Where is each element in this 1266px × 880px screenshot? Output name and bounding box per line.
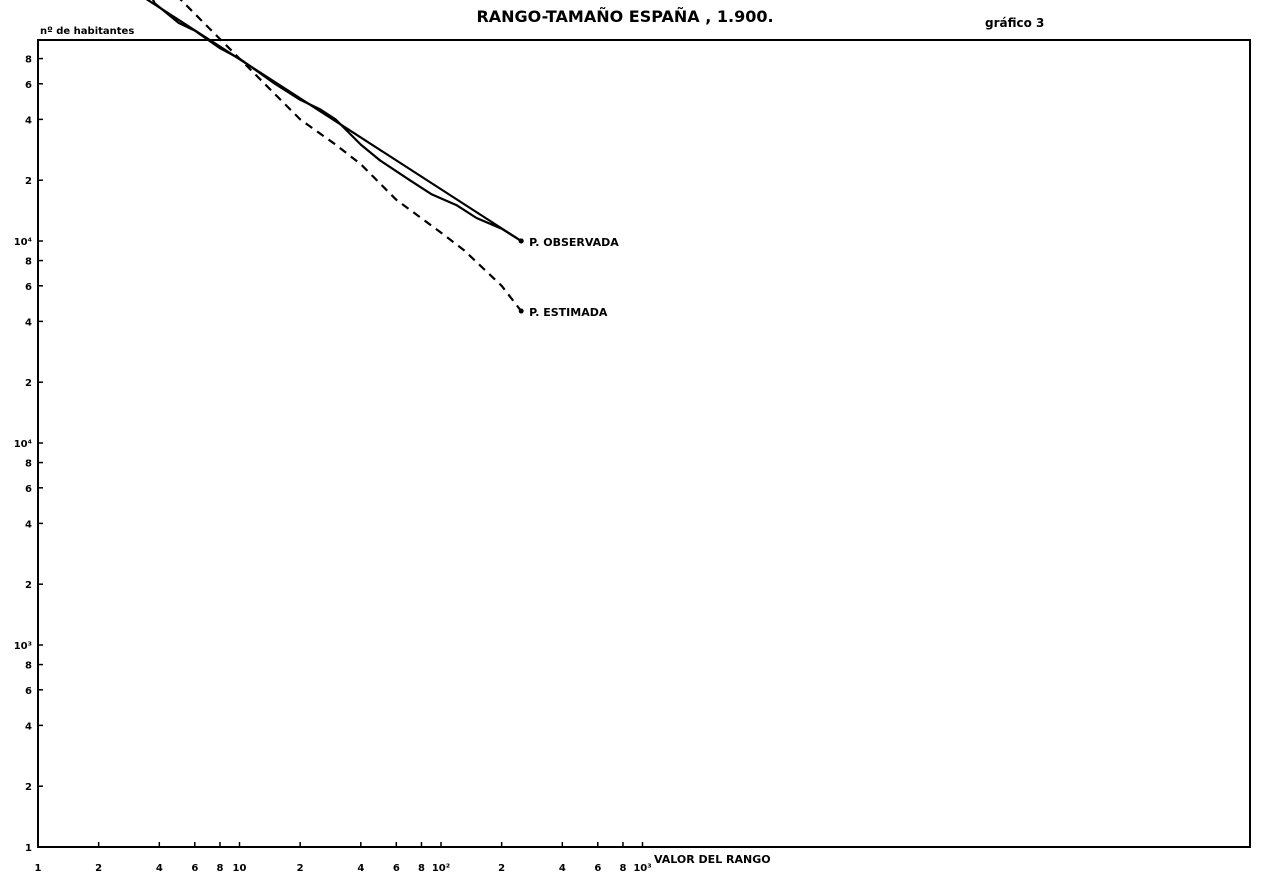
x-tick-label: 8 xyxy=(619,863,626,874)
plot-frame xyxy=(37,39,1251,848)
x-tick-label: 6 xyxy=(393,863,400,874)
figure-label: gráfico 3 xyxy=(985,16,1044,30)
y-tick-label: 2 xyxy=(25,782,32,793)
y-tick-label: 8 xyxy=(25,661,32,672)
chart-title: RANGO-TAMAÑO ESPAÑA , 1.900. xyxy=(476,7,773,26)
series-line-p-observada xyxy=(151,0,522,242)
x-tick-label: 4 xyxy=(357,863,364,874)
y-tick-label: 10³ xyxy=(14,641,32,652)
y-tick-label: 4 xyxy=(25,317,32,328)
y-tick-label: 4 xyxy=(25,519,32,530)
y-tick-label: 10⁴ xyxy=(14,439,32,450)
y-tick-label: 4 xyxy=(25,115,32,126)
y-tick-label: 2 xyxy=(25,378,32,389)
x-tick-label: 8 xyxy=(418,863,425,874)
fit-line xyxy=(145,0,522,242)
y-tick-label: 6 xyxy=(25,80,32,91)
x-tick-label: 6 xyxy=(594,863,601,874)
y-tick-label: 8 xyxy=(25,257,32,268)
x-tick-label: 4 xyxy=(156,863,163,874)
series-end-point xyxy=(518,308,524,314)
y-tick-label: 1 xyxy=(25,843,32,854)
y-tick-label: 8 xyxy=(25,459,32,470)
x-tick-label: 8 xyxy=(216,863,223,874)
y-tick-label: 6 xyxy=(25,686,32,697)
y-tick-label: 8 xyxy=(25,55,32,66)
x-tick-label: 10² xyxy=(432,863,450,874)
x-tick-label: 10³ xyxy=(633,863,651,874)
x-tick-label: 2 xyxy=(95,863,102,874)
series-label: P. ESTIMADA xyxy=(529,306,608,319)
series-line-p-estimada xyxy=(179,0,523,312)
x-axis-title: VALOR DEL RANGO xyxy=(654,853,771,866)
series-label: P. OBSERVADA xyxy=(529,236,619,249)
x-tick-label: 4 xyxy=(559,863,566,874)
y-tick-label: 6 xyxy=(25,282,32,293)
y-tick-label: 2 xyxy=(25,176,32,187)
x-tick-label: 6 xyxy=(191,863,198,874)
y-tick-label: 6 xyxy=(25,484,32,495)
x-tick-label: 1 xyxy=(35,863,42,874)
y-axis-title: nº de habitantes xyxy=(40,26,134,37)
y-tick-label: 10⁴ xyxy=(14,237,32,248)
x-tick-label: 2 xyxy=(498,863,505,874)
series-end-point xyxy=(518,238,524,244)
y-tick-label: 4 xyxy=(25,721,32,732)
x-tick-label: 10 xyxy=(233,863,247,874)
y-tick-label: 2 xyxy=(25,580,32,591)
x-tick-label: 2 xyxy=(297,863,304,874)
